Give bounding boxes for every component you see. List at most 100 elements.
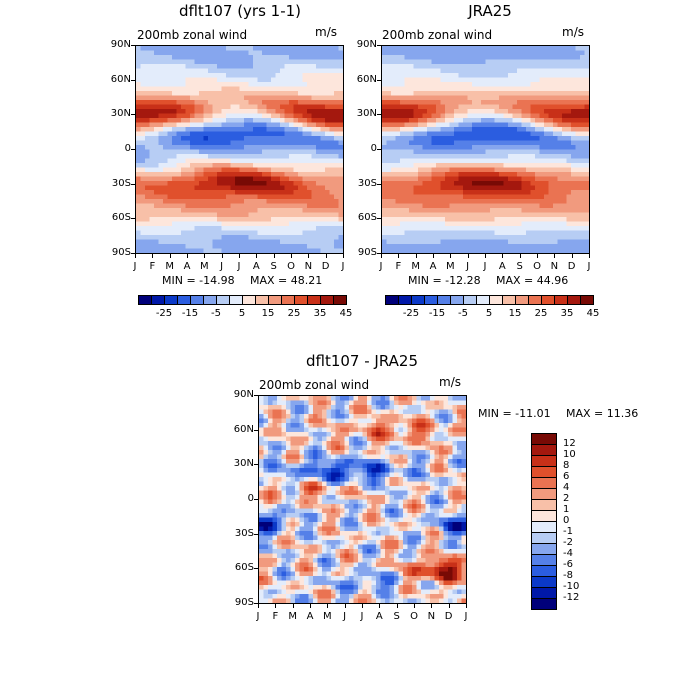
heatmap-cell (325, 176, 331, 182)
heatmap-cell (226, 230, 232, 236)
heatmap-cell (320, 91, 326, 97)
heatmap-cell (562, 73, 568, 79)
heatmap-cell (395, 217, 401, 223)
heatmap-cell (284, 235, 290, 241)
heatmap-cell (226, 221, 232, 227)
heatmap-cell (391, 95, 397, 101)
heatmap-cell (140, 185, 146, 191)
heatmap-cell (338, 208, 343, 214)
heatmap-cell (499, 163, 505, 169)
heatmap-cell (145, 82, 151, 88)
heatmap-cell (329, 217, 335, 223)
heatmap-cell (508, 109, 514, 115)
heatmap-cell (445, 104, 451, 110)
heatmap-cell (530, 55, 536, 61)
heatmap-cell (422, 55, 428, 61)
heatmap-cell (476, 239, 482, 245)
heatmap-cell (503, 59, 509, 65)
heatmap-cell (212, 64, 218, 70)
heatmap-cell (472, 77, 478, 83)
heatmap-cell (400, 68, 406, 74)
heatmap-cell (199, 64, 205, 70)
heatmap-cell (544, 190, 550, 196)
heatmap-cell (257, 203, 263, 209)
heatmap-cell (571, 199, 577, 205)
heatmap-cell (566, 194, 572, 200)
heatmap-cell (409, 118, 415, 124)
heatmap-cell (562, 167, 568, 173)
heatmap-cell (208, 158, 214, 164)
heatmap-cell (526, 91, 532, 97)
heatmap-cell (307, 172, 313, 178)
heatmap-cell (584, 118, 589, 124)
heatmap-cell (338, 235, 343, 241)
heatmap-cell (395, 113, 401, 119)
heatmap-cell (185, 91, 191, 97)
heatmap-cell (539, 203, 545, 209)
heatmap-cell (380, 409, 386, 415)
heatmap-cell (298, 199, 304, 205)
heatmap-cell (253, 158, 259, 164)
heatmap-cell (266, 113, 272, 119)
heatmap-cell (176, 50, 182, 56)
heatmap-cell (440, 203, 446, 209)
heatmap-cell (562, 46, 568, 52)
heatmap-cell (331, 432, 337, 438)
heatmap-cell (409, 95, 415, 101)
heatmap-cell (476, 244, 482, 250)
heatmap-cell (277, 427, 283, 433)
heatmap-cell (271, 145, 277, 151)
heatmap-cell (154, 199, 160, 205)
heatmap-cell (439, 414, 445, 420)
heatmap-cell (185, 163, 191, 169)
heatmap-cell (521, 239, 527, 245)
heatmap-cell (302, 158, 308, 164)
min-label: MIN = -12.28 (408, 274, 481, 287)
heatmap-cell (338, 190, 343, 196)
heatmap-cell (217, 244, 223, 250)
heatmap-cell (412, 441, 418, 447)
heatmap-cell (526, 217, 532, 223)
heatmap-cell (458, 235, 464, 241)
heatmap-cell (386, 86, 392, 92)
heatmap-cell (427, 140, 433, 146)
heatmap-cell (271, 55, 277, 61)
heatmap-cell (266, 235, 272, 241)
heatmap-cell (293, 104, 299, 110)
heatmap-cell (293, 221, 299, 227)
heatmap-cell (199, 95, 205, 101)
x-tick-mark (450, 254, 452, 258)
heatmap-cell (422, 136, 428, 142)
heatmap-cell (508, 163, 514, 169)
heatmap-cell (539, 154, 545, 160)
heatmap-cell (149, 172, 155, 178)
heatmap-cell (571, 113, 577, 119)
heatmap-cell (512, 212, 518, 218)
heatmap-cell (185, 50, 191, 56)
heatmap-cell (221, 203, 227, 209)
heatmap-cell (313, 405, 319, 411)
heatmap-cell (307, 46, 313, 52)
heatmap-cell (230, 235, 236, 241)
heatmap-cell (566, 226, 572, 232)
heatmap-cell (298, 118, 304, 124)
heatmap-cell (440, 46, 446, 52)
heatmap-cell (526, 244, 532, 250)
heatmap-cell (427, 59, 433, 65)
heatmap-cell (302, 199, 308, 205)
heatmap-cell (344, 427, 350, 433)
heatmap-cell (217, 46, 223, 52)
heatmap-cell (400, 122, 406, 128)
heatmap-cell (145, 172, 151, 178)
heatmap-cell (571, 118, 577, 124)
heatmap-cell (275, 95, 281, 101)
heatmap-cell (517, 82, 523, 88)
heatmap-cell (404, 104, 410, 110)
heatmap-cell (385, 441, 391, 447)
heatmap-cell (421, 436, 427, 442)
heatmap-cell (272, 405, 278, 411)
heatmap-cell (431, 73, 437, 79)
heatmap-cell (281, 427, 287, 433)
heatmap-cell (329, 109, 335, 115)
heatmap-cell (548, 140, 554, 146)
